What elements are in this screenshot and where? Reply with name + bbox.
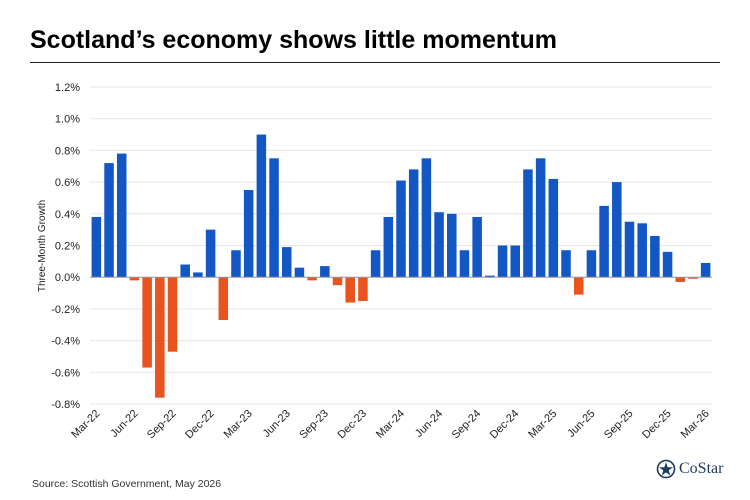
y-tick-label: 1.2%: [55, 82, 80, 94]
y-axis-ticks: -0.8% -0.6% -0.4% -0.2% 0.0% 0.2% 0.4% 0.6% 0.8%…: [51, 82, 80, 411]
x-tick-label: Jun-25: [565, 408, 597, 440]
bar: [447, 213, 457, 278]
bar: [129, 277, 140, 281]
bar: [281, 247, 292, 278]
bar: [523, 169, 533, 278]
bar: [573, 277, 584, 295]
bar: [142, 277, 152, 368]
x-tick-label: Sep-22: [145, 408, 179, 442]
y-axis-label: Three-Month Growth: [37, 200, 48, 292]
bar: [688, 277, 698, 279]
y-tick-label: 0.0%: [55, 272, 80, 284]
bar: [612, 182, 622, 278]
x-tick-label: Jun-22: [108, 408, 140, 440]
bar: [472, 216, 482, 278]
bar: [535, 158, 546, 278]
x-tick-label: Jun-24: [413, 408, 445, 440]
bar: [599, 205, 609, 278]
x-tick-label: Dec-23: [335, 408, 369, 442]
x-tick-label: Mar-22: [69, 408, 102, 441]
bar: [700, 262, 711, 278]
bar: [370, 250, 381, 278]
bar: [269, 158, 279, 278]
bar: [548, 178, 559, 278]
y-tick-label: 0.4%: [55, 209, 80, 221]
bar: [231, 250, 241, 278]
bar: [155, 277, 165, 398]
x-tick-label: Mar-26: [679, 408, 712, 441]
y-tick-label: -0.6%: [51, 367, 80, 379]
bar: [510, 245, 520, 278]
x-tick-label: Mar-24: [374, 408, 407, 441]
bar: [383, 216, 394, 278]
bar: [243, 190, 254, 278]
bar: [675, 277, 686, 282]
bar: [497, 245, 508, 278]
y-tick-label: -0.8%: [51, 399, 80, 411]
bar: [256, 134, 267, 278]
title-divider: [30, 62, 720, 63]
bar: [307, 277, 317, 281]
x-tick-label: Sep-24: [450, 408, 484, 442]
bar: [294, 267, 305, 278]
x-tick-label: Jun-23: [261, 408, 293, 440]
bar: [218, 277, 229, 320]
bar: [485, 275, 495, 278]
logo-text: CoStar: [679, 460, 724, 477]
x-tick-label: Mar-25: [526, 408, 559, 441]
bar: [421, 158, 432, 278]
x-tick-label: Sep-23: [297, 408, 331, 442]
x-tick-label: Dec-22: [183, 408, 217, 442]
y-tick-label: -0.2%: [51, 304, 80, 316]
bar: [91, 216, 102, 278]
bar: [205, 229, 216, 278]
x-tick-label: Dec-25: [640, 408, 674, 442]
y-tick-label: 0.6%: [55, 177, 80, 189]
y-tick-label: -0.4%: [51, 336, 80, 348]
x-tick-label: Sep-25: [602, 408, 636, 442]
bar: [586, 250, 597, 278]
bar: [320, 266, 330, 278]
bar: [624, 221, 635, 278]
bar: [408, 169, 419, 278]
bar: [180, 264, 190, 278]
bar: [434, 212, 444, 278]
bar: [116, 153, 127, 278]
costar-star-logo-icon: [656, 459, 676, 479]
y-tick-label: 0.2%: [55, 241, 80, 253]
bar: [104, 163, 114, 278]
bar: [345, 277, 355, 303]
bar: [561, 250, 571, 278]
page-title: Scotland’s economy shows little momentum: [30, 26, 557, 54]
bar: [193, 272, 203, 278]
costar-logo: CoStar: [656, 459, 723, 479]
bar: [396, 180, 406, 278]
bars: [91, 134, 711, 398]
bar: [459, 250, 470, 278]
y-tick-label: 0.8%: [55, 145, 80, 157]
x-tick-label: Mar-23: [222, 408, 255, 441]
bar: [332, 277, 343, 286]
bar: [358, 277, 368, 301]
bar: [662, 251, 673, 278]
y-tick-label: 1.0%: [55, 114, 80, 126]
bar: [167, 277, 178, 352]
bar: [637, 223, 647, 278]
x-axis-ticks: Mar-22 Jun-22 Sep-22 Dec-22 Mar-23 Jun-23 Sep-…: [69, 408, 712, 442]
source-note: Source: Scottish Government, May 2026: [32, 478, 222, 490]
x-tick-label: Dec-24: [488, 408, 522, 442]
bar: [650, 235, 660, 278]
